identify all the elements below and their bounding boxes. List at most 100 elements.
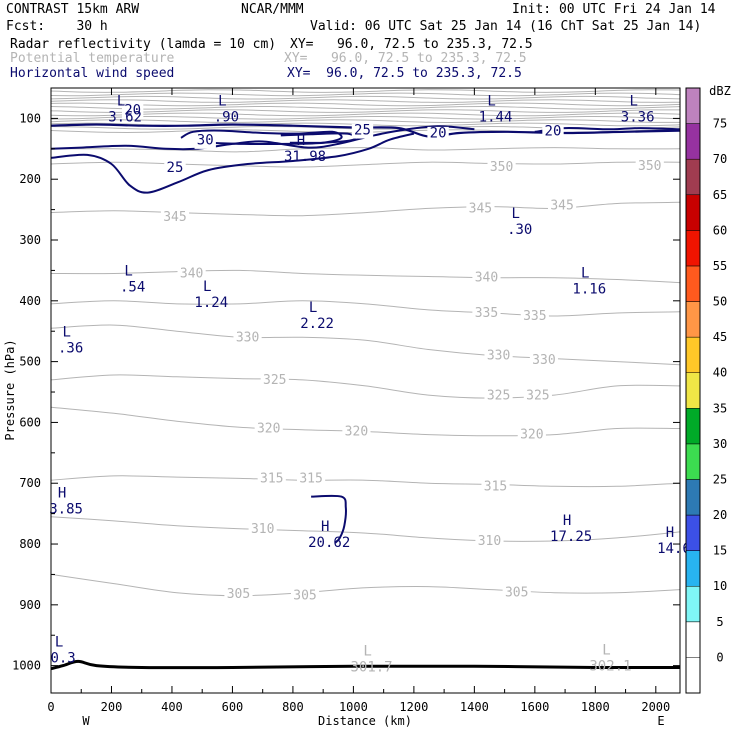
colorbar-swatch-20	[685, 479, 701, 516]
title-model: CONTRAST 15km ARW	[6, 2, 140, 17]
theta-contour-345	[51, 201, 680, 217]
wind-contour-30-inner	[280, 132, 357, 144]
wind-label-20: 20	[545, 124, 562, 140]
theta-label-345-bg	[547, 199, 577, 214]
extremum-value: 1.16	[572, 281, 606, 297]
extremum-l-symbol: L	[117, 93, 125, 109]
colorbar-swatch-45	[685, 301, 701, 338]
field-theta: Potential temperature	[10, 51, 175, 66]
extremum-l-symbol: L	[218, 93, 226, 109]
y-tick-label: 700	[19, 476, 41, 490]
colorbar-swatch-55	[685, 230, 701, 267]
theta-strat-line	[51, 102, 680, 107]
theta-label-320: 320	[257, 422, 280, 437]
theta-strat-line	[51, 112, 680, 117]
colorbar-level-15: 15	[713, 544, 727, 558]
theta-label-320-bg	[342, 425, 371, 440]
wind-label-20-bg	[121, 103, 144, 119]
x-tick-label: 1800	[581, 700, 610, 714]
colorbar-level-5: 5	[716, 615, 723, 629]
theta-label-325-bg	[523, 389, 552, 404]
terrain-surface-line	[51, 659, 680, 671]
extremum-h-symbol: H	[58, 486, 66, 502]
field-reflectivity-xy: XY= 96.0, 72.5 to 235.3, 72.5	[290, 37, 533, 52]
colorbar-level-75: 75	[713, 117, 727, 131]
theta-label-320: 320	[520, 428, 543, 443]
theta-label-325-bg	[484, 389, 513, 404]
wind-contour-30	[180, 129, 343, 146]
theta-label-350-bg	[487, 161, 516, 175]
colorbar-level-20: 20	[713, 508, 727, 522]
x-tick-label: 1400	[460, 700, 489, 714]
x-tick-label: 400	[161, 700, 183, 714]
theta-label-345: 345	[550, 198, 573, 213]
extremum-l-symbol: L	[602, 642, 610, 658]
colorbar-frame	[685, 87, 701, 694]
x-tick-label: 1200	[399, 700, 428, 714]
colorbar-swatch-0	[685, 621, 701, 658]
theta-strat-line	[51, 119, 680, 123]
forecast-hour: Fcst: 30 h	[6, 19, 108, 34]
x-tick-label: 0	[47, 700, 54, 714]
wind-label-20: 20	[430, 125, 447, 141]
extremum-value: 302.1	[589, 658, 631, 674]
field-wind: Horizontal wind speed	[10, 66, 175, 81]
extremum-value: 301.7	[350, 660, 392, 676]
init-time: Init: 00 UTC Fri 24 Jan 14	[512, 2, 716, 17]
extremum-h-symbol: H	[666, 525, 674, 541]
x-tick-label: 200	[101, 700, 123, 714]
wind-contour-20-lower	[51, 132, 415, 194]
plot-frame	[50, 87, 681, 694]
theta-label-305: 305	[505, 586, 528, 601]
theta-label-320: 320	[345, 425, 368, 440]
theta-label-330-bg	[529, 354, 559, 368]
extremum-l-symbol: L	[629, 93, 637, 109]
field-reflectivity: Radar reflectivity (lamda = 10 cm)	[10, 37, 277, 52]
theta-label-320-bg	[517, 428, 546, 443]
theta-contour-350	[51, 161, 680, 168]
extremum-value: .30	[507, 222, 532, 238]
wind-label-25: 25	[167, 160, 184, 176]
extremum-l-symbol: L	[581, 265, 589, 281]
theta-label-345: 345	[469, 201, 492, 216]
theta-contour-340	[51, 269, 680, 284]
y-tick-label: 500	[19, 355, 41, 369]
extremum-value: 31.98	[284, 149, 326, 165]
theta-label-315-bg	[481, 480, 510, 495]
colorbar-swatch-5	[685, 585, 701, 623]
x-tick-label: 1000	[339, 700, 368, 714]
theta-label-340: 340	[180, 266, 203, 281]
theta-label-330: 330	[487, 349, 510, 364]
colorbar-swatch-40	[685, 336, 701, 373]
y-tick-label: 900	[19, 598, 41, 612]
theta-label-315: 315	[299, 471, 322, 486]
theta-label-350: 350	[490, 160, 513, 175]
theta-label-310-bg	[475, 535, 504, 549]
theta-label-335-bg	[472, 307, 501, 321]
extremum-value: .90	[214, 109, 239, 125]
extremum-value: .36	[58, 340, 83, 356]
x-tick-label: 1600	[520, 700, 549, 714]
extremum-value: 3.36	[621, 109, 655, 125]
theta-label-305-bg	[290, 589, 320, 604]
colorbar-swatch-30	[685, 408, 701, 445]
y-tick-label: 1000	[12, 659, 41, 673]
theta-contour-330	[51, 324, 680, 366]
theta-label-340: 340	[475, 271, 498, 286]
colorbar-level-70: 70	[713, 152, 727, 166]
title-center: NCAR/MMM	[241, 2, 304, 17]
extremum-l-symbol: L	[124, 264, 132, 280]
wind-label-25: 25	[354, 122, 371, 138]
theta-label-335-bg	[520, 310, 549, 324]
theta-label-340-bg	[472, 271, 501, 286]
theta-label-350-bg	[635, 160, 664, 174]
theta-contour-305	[51, 573, 680, 597]
field-wind-xy: XY= 96.0, 72.5 to 235.3, 72.5	[287, 66, 522, 81]
extremum-value: 2.22	[300, 316, 334, 332]
wind-label-25-bg	[164, 161, 186, 177]
colorbar-level-30: 30	[713, 437, 727, 451]
wind-label-20: 20	[124, 102, 141, 118]
theta-contour-310	[51, 516, 680, 542]
colorbar-swatch-15	[685, 514, 701, 551]
theta-label-325: 325	[487, 389, 510, 404]
